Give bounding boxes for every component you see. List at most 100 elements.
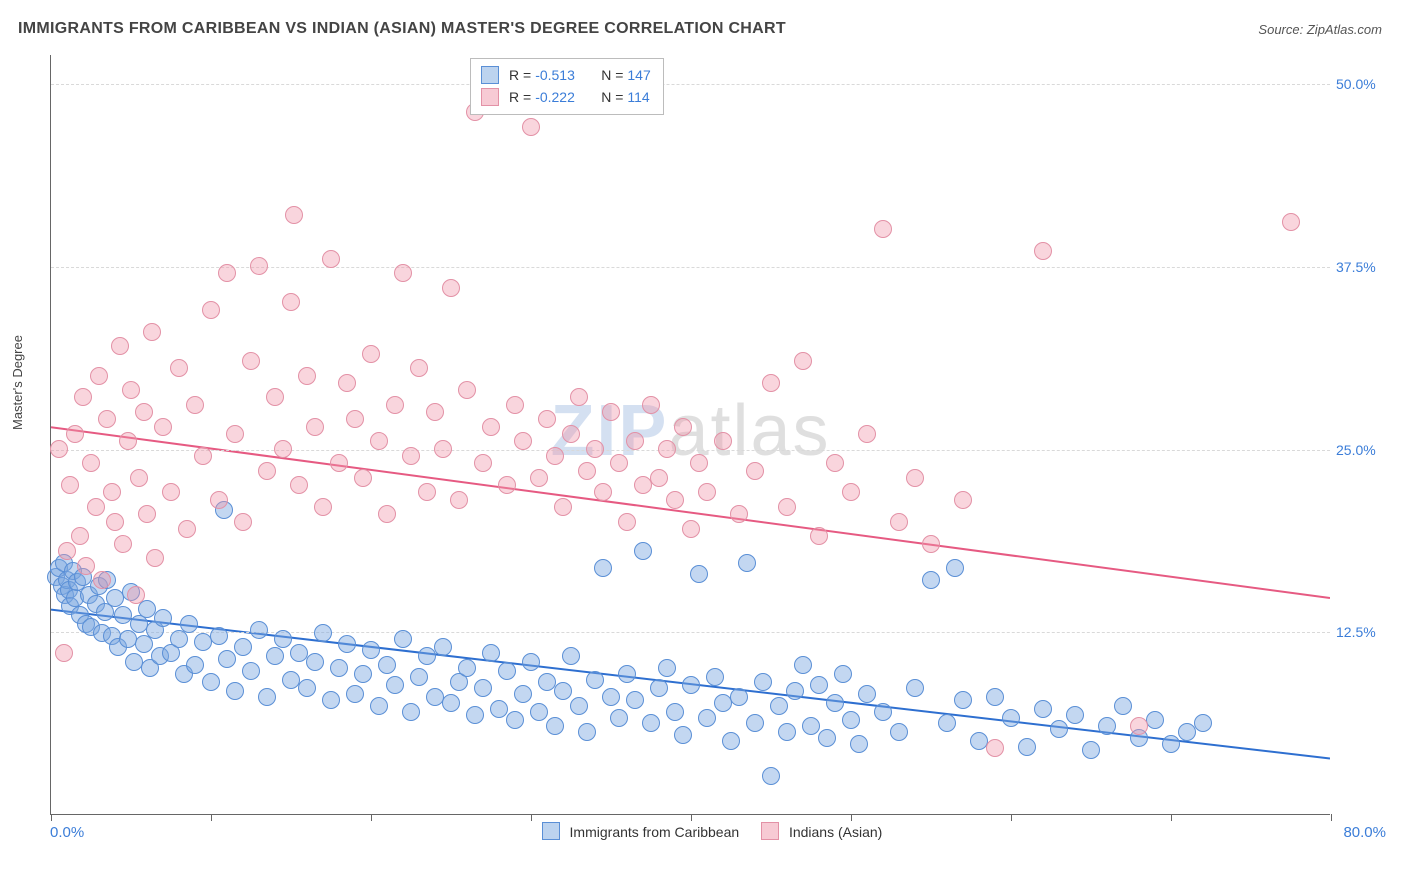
data-point-indian	[74, 388, 92, 406]
data-point-caribbean	[1146, 711, 1164, 729]
stats-row-indian: R = -0.222 N = 114	[481, 86, 651, 108]
data-point-caribbean	[730, 688, 748, 706]
data-point-caribbean	[202, 673, 220, 691]
source-value: ZipAtlas.com	[1307, 22, 1382, 37]
data-point-caribbean	[874, 703, 892, 721]
data-point-caribbean	[466, 706, 484, 724]
data-point-caribbean	[362, 641, 380, 659]
data-point-indian	[858, 425, 876, 443]
data-point-caribbean	[330, 659, 348, 677]
data-point-caribbean	[890, 723, 908, 741]
data-point-indian	[242, 352, 260, 370]
data-point-indian	[122, 381, 140, 399]
data-point-indian	[61, 476, 79, 494]
data-point-caribbean	[626, 691, 644, 709]
data-point-indian	[111, 337, 129, 355]
data-point-indian	[546, 447, 564, 465]
data-point-indian	[82, 454, 100, 472]
data-point-caribbean	[1002, 709, 1020, 727]
data-point-indian	[87, 498, 105, 516]
y-tick-label: 25.0%	[1336, 442, 1388, 458]
data-point-indian	[338, 374, 356, 392]
data-point-caribbean	[266, 647, 284, 665]
data-point-indian	[650, 469, 668, 487]
data-point-caribbean	[818, 729, 836, 747]
r-value-indian: -0.222	[535, 89, 587, 105]
data-point-indian	[690, 454, 708, 472]
data-point-indian	[170, 359, 188, 377]
n-value-caribbean: 147	[627, 67, 650, 83]
data-point-caribbean	[642, 714, 660, 732]
data-point-indian	[143, 323, 161, 341]
data-point-indian	[530, 469, 548, 487]
data-point-indian	[602, 403, 620, 421]
data-point-indian	[394, 264, 412, 282]
data-point-caribbean	[666, 703, 684, 721]
data-point-caribbean	[834, 665, 852, 683]
y-gridline	[51, 450, 1330, 451]
data-point-indian	[226, 425, 244, 443]
data-point-indian	[906, 469, 924, 487]
y-gridline	[51, 267, 1330, 268]
data-point-indian	[258, 462, 276, 480]
data-point-indian	[578, 462, 596, 480]
n-value-indian: 114	[627, 89, 649, 105]
data-point-indian	[98, 410, 116, 428]
data-point-caribbean	[458, 659, 476, 677]
data-point-indian	[890, 513, 908, 531]
data-point-caribbean	[810, 676, 828, 694]
data-point-indian	[522, 118, 540, 136]
data-point-indian	[826, 454, 844, 472]
x-tick-mark	[1331, 814, 1332, 821]
data-point-indian	[810, 527, 828, 545]
data-point-caribbean	[402, 703, 420, 721]
data-point-caribbean	[1082, 741, 1100, 759]
data-point-caribbean	[434, 638, 452, 656]
data-point-indian	[146, 549, 164, 567]
data-point-indian	[1034, 242, 1052, 260]
data-point-indian	[562, 425, 580, 443]
data-point-caribbean	[250, 621, 268, 639]
data-point-indian	[274, 440, 292, 458]
data-point-caribbean	[850, 735, 868, 753]
data-point-caribbean	[546, 717, 564, 735]
source-attribution: Source: ZipAtlas.com	[1258, 22, 1382, 37]
data-point-indian	[698, 483, 716, 501]
data-point-caribbean	[1066, 706, 1084, 724]
y-gridline	[51, 84, 1330, 85]
legend-bottom: Immigrants from Caribbean Indians (Asian…	[0, 822, 1406, 840]
data-point-caribbean	[338, 635, 356, 653]
data-point-indian	[330, 454, 348, 472]
data-point-indian	[378, 505, 396, 523]
data-point-caribbean	[954, 691, 972, 709]
data-point-caribbean	[754, 673, 772, 691]
data-point-indian	[730, 505, 748, 523]
data-point-caribbean	[738, 554, 756, 572]
data-point-indian	[458, 381, 476, 399]
data-point-indian	[586, 440, 604, 458]
legend-label-indian: Indians (Asian)	[789, 824, 882, 840]
x-tick-mark	[51, 814, 52, 821]
data-point-indian	[554, 498, 572, 516]
data-point-caribbean	[794, 656, 812, 674]
data-point-caribbean	[778, 723, 796, 741]
data-point-caribbean	[410, 668, 428, 686]
data-point-indian	[1130, 717, 1148, 735]
data-point-caribbean	[218, 650, 236, 668]
data-point-indian	[746, 462, 764, 480]
legend-swatch-indian	[761, 822, 779, 840]
legend-swatch-caribbean	[542, 822, 560, 840]
data-point-caribbean	[1018, 738, 1036, 756]
data-point-caribbean	[1178, 723, 1196, 741]
stats-row-caribbean: R = -0.513 N = 147	[481, 64, 651, 86]
y-axis-title: Master's Degree	[10, 335, 25, 430]
data-point-indian	[922, 535, 940, 553]
data-point-indian	[210, 491, 228, 509]
data-point-caribbean	[634, 542, 652, 560]
data-point-caribbean	[682, 676, 700, 694]
data-point-indian	[106, 513, 124, 531]
data-point-indian	[1282, 213, 1300, 231]
data-point-indian	[594, 483, 612, 501]
data-point-caribbean	[610, 709, 628, 727]
data-point-indian	[162, 483, 180, 501]
